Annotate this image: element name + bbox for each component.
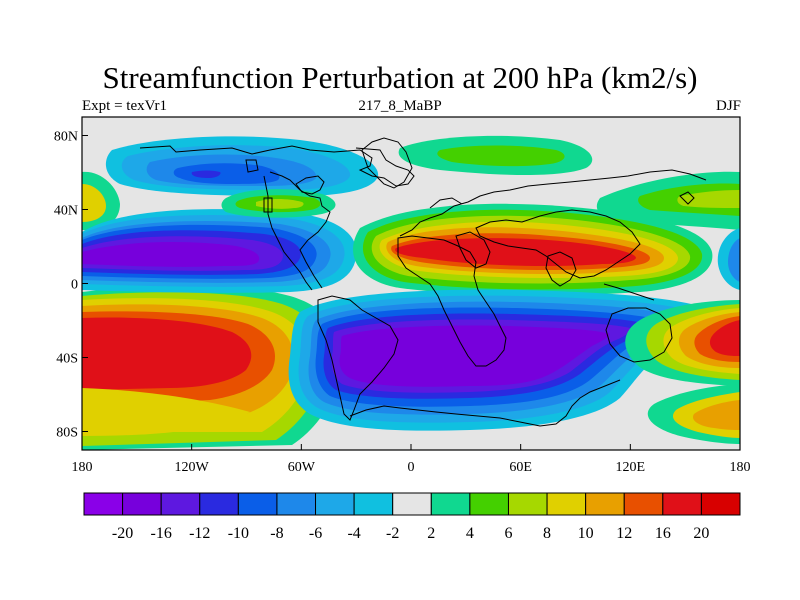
india-outline [545,251,577,287]
colorbar: -20 -16 -12 -10 -8 -6 -4 -2 2 4 6 8 10 12 16 20 [83,492,741,542]
colorbar-swatch [623,492,664,516]
hawaii-outline [245,159,259,173]
maritime-continent-outline [603,283,655,301]
x-tick-label: 120E [616,460,646,475]
colorbar-swatch [507,492,548,516]
y-tick-label: 0 [71,278,78,293]
western-mid-lat-positive [82,171,120,231]
colorbar-boxes [83,492,741,516]
cuba-outline [263,197,273,213]
colorbar-level-label: -20 [112,525,133,542]
colorbar-swatch [237,492,278,516]
colorbar-level-label: -16 [151,525,172,542]
x-tick-label: 180 [72,460,93,475]
y-tick-label: 80S [56,426,78,441]
x-tick-label: 180 [730,460,751,475]
colorbar-swatch [160,492,201,516]
north-america-coastline [139,145,415,289]
colorbar-swatch [546,492,587,516]
colorbar-swatch [315,492,355,516]
colorbar-swatch [430,492,471,516]
colorbar-level-label: 2 [427,525,435,542]
colorbar-swatch [122,492,162,516]
colorbar-swatch [199,492,239,516]
x-tick-label: 60E [509,460,532,475]
europe-coastline [399,169,707,237]
axis-ticks [81,135,741,450]
arabia-outline [455,231,491,269]
africa-coastline [397,235,507,367]
y-tick-label: 40S [56,352,78,367]
streamfunction-map: 180 120W 60W 0 60E 120E 180 80N 40N 0 40S 80S [54,116,751,476]
north-eurasia-positive-band [398,135,593,175]
east-asia-positive-band [596,171,740,230]
y-tick-label: 40N [54,204,78,219]
southern-atlantic-negative-lobe [288,289,713,431]
x-tick-label: 0 [408,460,415,475]
atlantic-positive-blob [221,189,336,218]
colorbar-level-label: 6 [504,525,512,542]
y-tick-label: 80N [54,130,78,145]
colorbar-level-label: -12 [189,525,210,542]
north-pacific-negative-lobe [82,209,357,293]
period-label: 217_8_MaBP [358,98,442,114]
eurasia-subtropical-positive-lobe [353,203,713,296]
colorbar-labels: -20 -16 -12 -10 -8 -6 -4 -2 2 4 6 8 10 12 16 20 [112,525,709,542]
x-tick-label: 120W [175,460,210,475]
colorbar-level-label: 20 [693,525,709,542]
south-america-coastline [317,295,399,421]
colorbar-level-label: -4 [347,525,360,542]
asia-coastline [475,209,641,279]
colorbar-swatch [392,492,432,516]
colorbar-level-label: -8 [270,525,283,542]
colorbar-swatch [276,492,317,516]
colorbar-swatch [83,492,124,516]
contour-fields [82,135,740,450]
colorbar-level-label: -10 [228,525,249,542]
colorbar-level-label: 8 [543,525,551,542]
colorbar-swatch [585,492,625,516]
colorbar-level-label: -2 [386,525,399,542]
australia-coastline [605,307,673,363]
hudson-bay [295,175,325,195]
colorbar-level-label: 12 [616,525,632,542]
south-pacific-edge-band [82,388,250,436]
axis-labels: 180 120W 60W 0 60E 120E 180 80N 40N 0 40S 80S [54,130,751,476]
japan-outline [679,191,695,205]
coastlines [139,137,707,427]
colorbar-swatch [662,492,702,516]
season-label: DJF [715,98,741,114]
colorbar-swatch [469,492,509,516]
colorbar-swatch [700,492,741,516]
colorbar-level-label: 4 [466,525,474,542]
far-east-tropical-negative [717,228,740,290]
greenland-coastline [361,137,413,189]
colorbar-swatch [353,492,394,516]
colorbar-level-label: 16 [655,525,671,542]
x-tick-label: 60W [288,460,316,475]
southwest-pacific-positive-lobe [625,300,740,444]
north-america-west-coast [263,175,313,291]
antarctica-coastline [349,379,621,427]
colorbar-level-label: 10 [578,525,594,542]
map-title: Streamfunction Perturbation at 200 hPa (… [102,60,698,95]
northern-arctic-negative-band [105,136,379,196]
experiment-label: Expt = texVr1 [82,98,168,114]
colorbar-level-label: -6 [309,525,322,542]
